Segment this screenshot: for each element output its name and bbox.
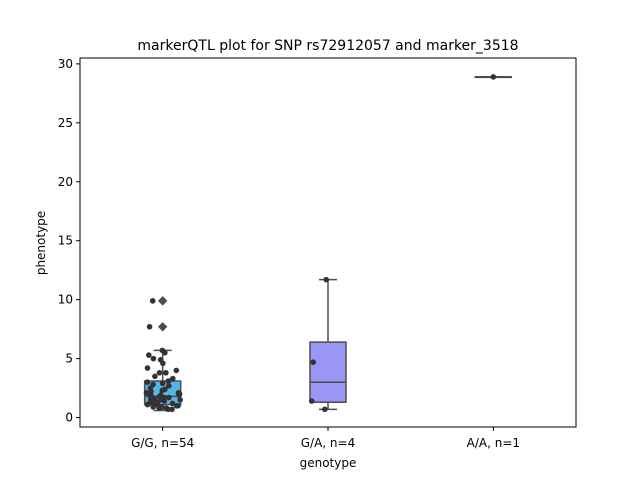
data-point	[146, 352, 152, 358]
outlier-marker	[157, 296, 168, 306]
y-tick-label: 15	[58, 234, 73, 248]
data-point	[323, 276, 330, 283]
y-tick-label: 20	[58, 175, 73, 189]
data-point	[150, 355, 157, 362]
box-group	[309, 278, 347, 411]
data-point	[163, 369, 169, 376]
data-point	[166, 382, 172, 389]
outlier-marker	[157, 322, 168, 332]
data-point	[159, 387, 166, 394]
data-point	[165, 406, 171, 413]
x-tick-label: A/A, n=1	[467, 436, 520, 450]
data-point	[144, 379, 151, 386]
data-point	[146, 323, 153, 330]
plot-area	[143, 74, 513, 413]
data-point	[310, 359, 317, 365]
data-point	[159, 380, 166, 387]
y-tick-label: 5	[65, 352, 73, 366]
x-axis-label: genotype	[300, 456, 357, 470]
data-point	[144, 401, 151, 408]
data-point	[161, 398, 168, 404]
data-point	[166, 394, 172, 401]
data-point	[152, 373, 158, 380]
y-tick-label: 0	[65, 411, 73, 425]
strip-points	[143, 298, 183, 413]
data-point	[144, 365, 151, 371]
y-tick-label: 25	[58, 116, 73, 130]
strip-points	[308, 276, 330, 413]
chart-title: markerQTL plot for SNP rs72912057 and ma…	[137, 38, 518, 54]
data-point	[173, 402, 180, 409]
x-tick-label: G/A, n=4	[301, 436, 355, 450]
data-point	[176, 392, 182, 398]
data-point	[177, 397, 183, 403]
data-point	[322, 406, 328, 413]
data-point	[308, 398, 315, 404]
data-point	[165, 378, 172, 384]
data-point	[150, 404, 156, 410]
x-tick-label: G/G, n=54	[131, 436, 194, 450]
data-point	[156, 369, 163, 376]
data-point	[173, 367, 180, 374]
data-point	[162, 349, 168, 356]
data-point	[149, 298, 156, 304]
y-axis-label: phenotype	[34, 211, 48, 275]
y-tick-label: 10	[58, 293, 73, 307]
x-axis: G/G, n=54 G/A, n=4 A/A, n=1	[131, 427, 520, 450]
data-point	[160, 360, 166, 367]
data-point	[490, 74, 497, 80]
box-iqr	[309, 341, 347, 403]
strip-points	[490, 74, 497, 80]
y-tick-label: 30	[58, 57, 73, 71]
data-point	[169, 375, 176, 382]
data-point	[156, 405, 162, 411]
y-axis: 0 5 10 15 20 25 30	[58, 57, 80, 425]
